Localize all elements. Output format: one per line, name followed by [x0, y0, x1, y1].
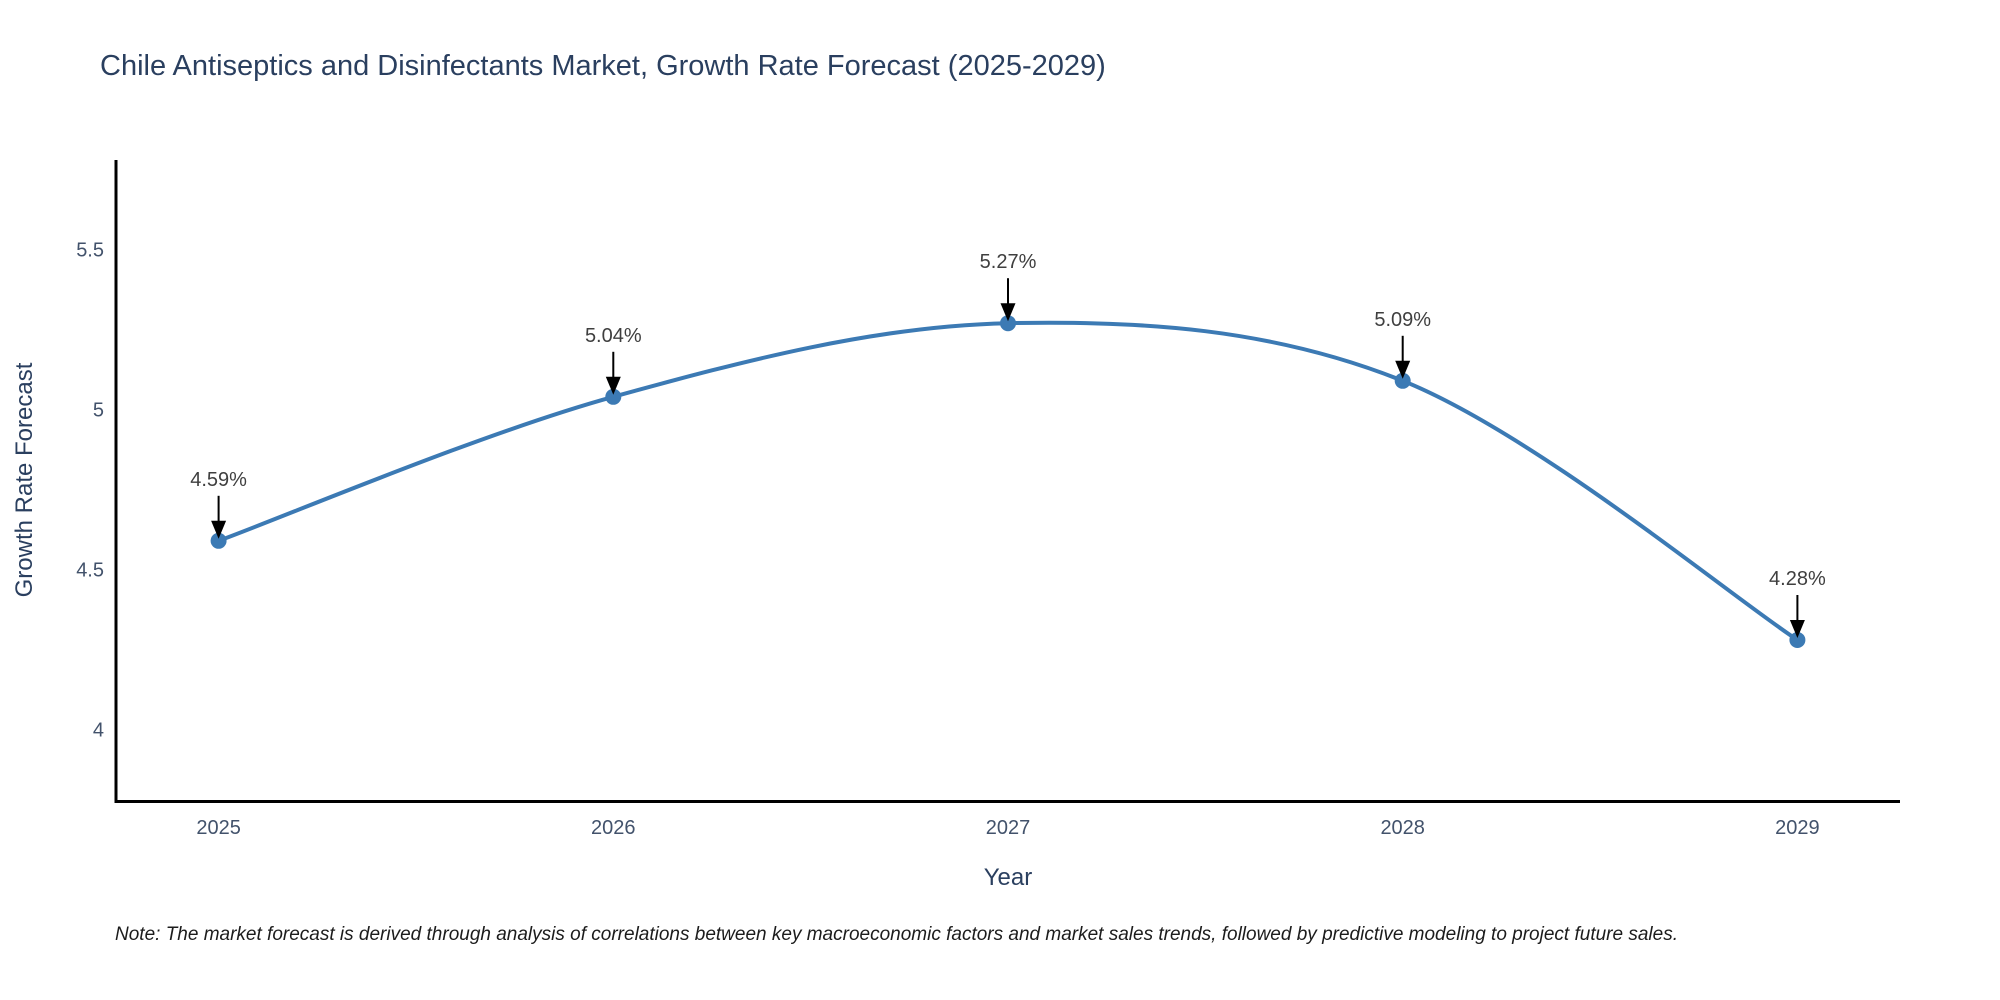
x-tick-label: 2025: [196, 817, 241, 839]
forecast-line-series: [217, 320, 1799, 642]
data-point-marker: [210, 532, 227, 549]
y-tick-label: 4.5: [76, 560, 104, 582]
y-tick-label: 5.5: [76, 240, 104, 262]
annotation-arrow-head: [1789, 620, 1805, 638]
y-tick-label: 5: [93, 400, 104, 422]
data-point-label: 4.28%: [1769, 568, 1826, 590]
data-point-marker: [1789, 632, 1806, 648]
data-point-marker: [1394, 372, 1411, 389]
plot-area: 4 4.5 5 5.5 2025 2026 2027 2028 2029 4.59% 5.04% 5.…: [76, 160, 1900, 839]
data-point-label: 5.27%: [980, 251, 1037, 273]
annotation-arrow-head: [605, 376, 621, 395]
axes-lines: [114, 160, 1900, 803]
footnote: Note: The market forecast is derived thr…: [115, 924, 1678, 945]
x-axis-title: Year: [984, 864, 1033, 891]
data-point-label: 4.59%: [190, 469, 247, 491]
y-tick-label: 4: [93, 720, 104, 742]
data-point-label: 5.04%: [585, 325, 642, 347]
data-point-label: 5.09%: [1374, 309, 1431, 331]
data-point-marker: [605, 388, 622, 405]
x-tick-label: 2027: [986, 817, 1031, 839]
annotation-arrow-head: [211, 520, 227, 539]
chart-title: Chile Antiseptics and Disinfectants Mark…: [100, 50, 1106, 82]
y-axis-title: Growth Rate Forecast: [11, 362, 38, 597]
x-tick-label: 2026: [591, 817, 636, 839]
x-tick-label: 2028: [1380, 817, 1425, 839]
annotation-arrow-head: [1395, 360, 1411, 379]
annotation-arrow-head: [1000, 303, 1016, 322]
data-point-marker: [1000, 315, 1016, 332]
x-tick-label: 2029: [1775, 817, 1820, 839]
